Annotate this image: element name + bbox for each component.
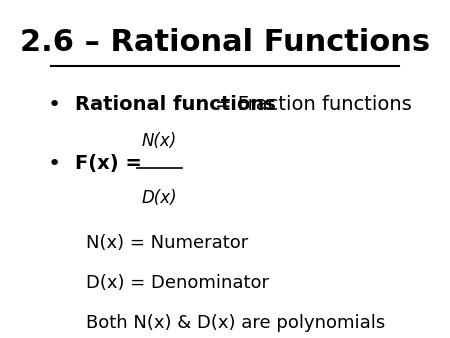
Text: N(x): N(x) bbox=[142, 131, 177, 149]
Text: Rational functions: Rational functions bbox=[75, 95, 275, 114]
Text: N(x) = Numerator: N(x) = Numerator bbox=[86, 234, 248, 252]
Text: F(x) =: F(x) = bbox=[75, 154, 141, 173]
Text: Both N(x) & D(x) are polynomials: Both N(x) & D(x) are polynomials bbox=[86, 314, 385, 332]
Text: D(x): D(x) bbox=[142, 189, 177, 208]
Text: •: • bbox=[48, 154, 61, 174]
Text: •: • bbox=[48, 95, 61, 115]
Text: = Fraction functions: = Fraction functions bbox=[216, 95, 412, 114]
Text: D(x) = Denominator: D(x) = Denominator bbox=[86, 274, 269, 292]
Text: 2.6 – Rational Functions: 2.6 – Rational Functions bbox=[20, 28, 430, 57]
